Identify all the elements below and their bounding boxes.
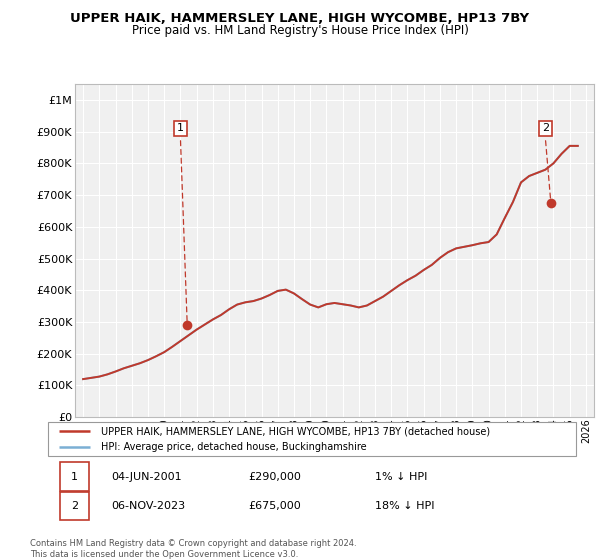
Text: 2: 2: [71, 501, 78, 511]
Text: £675,000: £675,000: [248, 501, 301, 511]
Text: 1% ↓ HPI: 1% ↓ HPI: [376, 472, 428, 482]
Text: 2: 2: [542, 123, 549, 133]
Text: 06-NOV-2023: 06-NOV-2023: [112, 501, 185, 511]
Text: 04-JUN-2001: 04-JUN-2001: [112, 472, 182, 482]
Text: 1: 1: [177, 123, 184, 133]
Text: UPPER HAIK, HAMMERSLEY LANE, HIGH WYCOMBE, HP13 7BY (detached house): UPPER HAIK, HAMMERSLEY LANE, HIGH WYCOMB…: [101, 426, 490, 436]
Text: £290,000: £290,000: [248, 472, 302, 482]
Text: Contains HM Land Registry data © Crown copyright and database right 2024.
This d: Contains HM Land Registry data © Crown c…: [30, 539, 356, 559]
Bar: [60, 492, 89, 520]
Text: Price paid vs. HM Land Registry's House Price Index (HPI): Price paid vs. HM Land Registry's House …: [131, 24, 469, 36]
Text: HPI: Average price, detached house, Buckinghamshire: HPI: Average price, detached house, Buck…: [101, 442, 367, 452]
Bar: [60, 463, 89, 491]
Text: 1: 1: [71, 472, 78, 482]
Text: 18% ↓ HPI: 18% ↓ HPI: [376, 501, 435, 511]
Text: UPPER HAIK, HAMMERSLEY LANE, HIGH WYCOMBE, HP13 7BY: UPPER HAIK, HAMMERSLEY LANE, HIGH WYCOMB…: [70, 12, 530, 25]
